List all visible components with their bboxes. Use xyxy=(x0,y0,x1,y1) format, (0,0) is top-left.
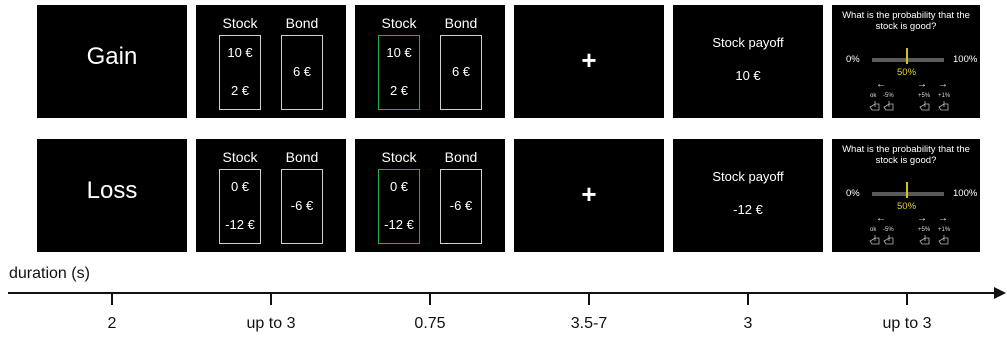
bond-option-card: -6 € xyxy=(440,169,482,244)
bond-option-card: 6 € xyxy=(281,35,323,110)
arrow-left-icon: ← xyxy=(876,213,886,224)
key-minus5-label: -5% xyxy=(883,93,894,99)
bond-header: Bond xyxy=(285,149,319,165)
key-minus5-label: -5% xyxy=(883,227,894,233)
scale-min-label: 0% xyxy=(846,54,860,65)
bond-option-card: 6 € xyxy=(440,35,482,110)
key-plus5-label: +5% xyxy=(918,227,931,233)
hand-pointer-icon xyxy=(869,235,880,245)
condition-screen: Gain xyxy=(37,5,187,118)
probability-rating-screen: What is the probability that the stock i… xyxy=(832,5,980,118)
duration-label: up to 3 xyxy=(246,315,296,332)
hand-pointer-icon xyxy=(883,235,894,245)
current-rating: 50% xyxy=(897,67,917,78)
key-ok-label: ok xyxy=(870,93,877,99)
hand-pointer-icon xyxy=(938,101,949,111)
rating-question: What is the probability that the stock i… xyxy=(842,10,970,32)
rating-slider-marker xyxy=(906,48,908,64)
fixation-cross: + xyxy=(581,179,597,209)
bond-value: -6 € xyxy=(449,198,473,213)
bond-header: Bond xyxy=(444,149,478,165)
payoff-value: -12 € xyxy=(733,202,763,217)
hand-pointer-icon xyxy=(919,101,930,111)
stock-option-card-selected: 0 € -12 € xyxy=(378,169,420,244)
trial-row-gain: Gain Stock Bond 10 € 2 € 6 € Stock Bond … xyxy=(0,5,1007,118)
stock-low-value: 2 € xyxy=(230,83,250,98)
rating-question: What is the probability that the stock i… xyxy=(842,144,970,166)
scale-max-label: 100% xyxy=(953,188,978,199)
hand-pointer-icon xyxy=(919,235,930,245)
choice-screen: Stock Bond 10 € 2 € 6 € xyxy=(196,5,346,118)
duration-label: 3 xyxy=(743,315,753,332)
hand-pointer-icon xyxy=(883,101,894,111)
stock-option-card-selected: 10 € 2 € xyxy=(378,35,420,110)
stock-header: Stock xyxy=(381,15,417,31)
arrow-right-icon: → xyxy=(917,213,927,224)
stock-high-value: 0 € xyxy=(389,179,409,194)
condition-label: Loss xyxy=(86,177,138,204)
hand-pointer-icon xyxy=(938,235,949,245)
probability-rating-screen: What is the probability that the stock i… xyxy=(832,139,980,252)
stock-high-value: 10 € xyxy=(227,45,253,60)
fixation-cross: + xyxy=(581,45,597,75)
payoff-value: 10 € xyxy=(735,68,761,83)
hand-pointer-icon xyxy=(869,101,880,111)
condition-label: Gain xyxy=(86,43,138,70)
arrow-right-icon: → xyxy=(938,79,948,90)
arrow-left-icon: ← xyxy=(876,79,886,90)
scale-min-label: 0% xyxy=(846,188,860,199)
stock-low-value: 2 € xyxy=(389,83,409,98)
bond-value: -6 € xyxy=(290,198,314,213)
stock-option-card: 10 € 2 € xyxy=(219,35,261,110)
bond-header: Bond xyxy=(444,15,478,31)
stock-high-value: 0 € xyxy=(230,179,250,194)
duration-label: 0.75 xyxy=(414,315,446,332)
bond-option-card: -6 € xyxy=(281,169,323,244)
stock-low-value: -12 € xyxy=(225,217,255,232)
choice-screen: Stock Bond 0 € -12 € -6 € xyxy=(196,139,346,252)
stock-header: Stock xyxy=(381,149,417,165)
payoff-screen: Stock payoff -12 € xyxy=(673,139,823,252)
duration-label: up to 3 xyxy=(882,315,932,332)
timeline-label: duration (s) xyxy=(9,265,90,282)
trial-row-loss: Loss Stock Bond 0 € -12 € -6 € Stock Bon… xyxy=(0,139,1007,252)
bond-value: 6 € xyxy=(451,64,471,79)
stock-header: Stock xyxy=(222,149,258,165)
fixation-screen: + xyxy=(514,5,664,118)
arrow-right-icon: → xyxy=(917,79,927,90)
key-ok-label: ok xyxy=(870,227,877,233)
rating-slider-track xyxy=(872,192,944,196)
bond-value: 6 € xyxy=(292,64,312,79)
stock-header: Stock xyxy=(222,15,258,31)
current-rating: 50% xyxy=(897,201,917,212)
stock-high-value: 10 € xyxy=(386,45,412,60)
payoff-label: Stock payoff xyxy=(712,169,784,184)
choice-feedback-screen: Stock Bond 10 € 2 € 6 € xyxy=(355,5,505,118)
timeline-axis xyxy=(8,287,1006,305)
duration-label: 2 xyxy=(107,315,117,332)
fixation-screen: + xyxy=(514,139,664,252)
stock-low-value: -12 € xyxy=(384,217,414,232)
condition-screen: Loss xyxy=(37,139,187,252)
key-plus1-label: +1% xyxy=(938,93,951,99)
stock-option-card: 0 € -12 € xyxy=(219,169,261,244)
scale-max-label: 100% xyxy=(953,54,978,65)
duration-label: 3.5-7 xyxy=(570,315,608,332)
payoff-label: Stock payoff xyxy=(712,35,784,50)
key-plus1-label: +1% xyxy=(938,227,951,233)
arrow-right-icon: → xyxy=(938,213,948,224)
timeline-arrow-icon xyxy=(994,287,1006,299)
bond-header: Bond xyxy=(285,15,319,31)
rating-slider-marker xyxy=(906,182,908,198)
rating-slider-track xyxy=(872,58,944,62)
key-plus5-label: +5% xyxy=(918,93,931,99)
choice-feedback-screen: Stock Bond 0 € -12 € -6 € xyxy=(355,139,505,252)
payoff-screen: Stock payoff 10 € xyxy=(673,5,823,118)
